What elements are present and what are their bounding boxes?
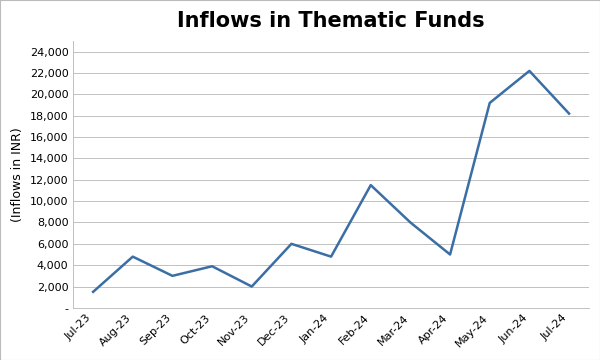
Title: Inflows in Thematic Funds: Inflows in Thematic Funds [177,11,485,31]
Y-axis label: (Inflows in INR): (Inflows in INR) [11,127,24,222]
